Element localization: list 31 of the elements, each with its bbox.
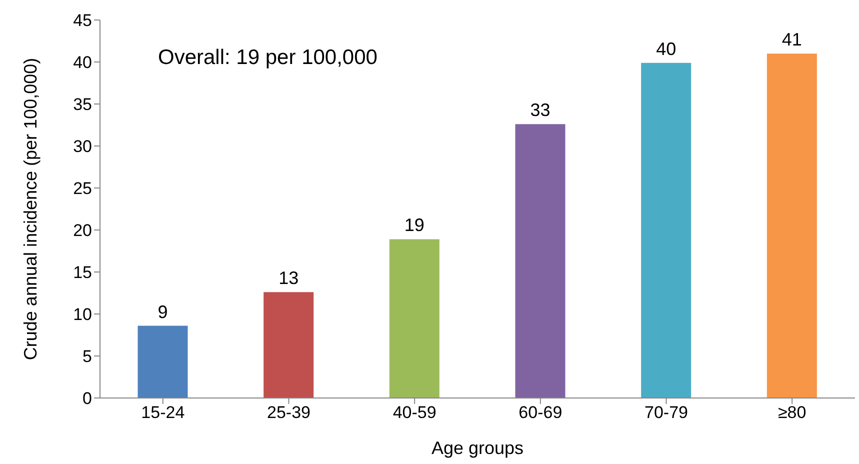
x-tick-label: 60-69: [518, 403, 562, 422]
data-label: 33: [530, 100, 550, 120]
y-tick-label: 40: [73, 53, 92, 72]
x-axis-title: Age groups: [431, 438, 524, 458]
data-label: 40: [656, 38, 676, 59]
x-tick-label: ≥80: [778, 403, 806, 422]
data-label: 9: [158, 302, 168, 322]
bar: [264, 292, 314, 398]
bar: [641, 62, 692, 398]
bar: [138, 326, 188, 398]
y-tick-label: 5: [82, 347, 92, 366]
bar: [515, 124, 566, 398]
y-tick-label: 20: [73, 221, 92, 240]
x-tick-label: 15-24: [141, 403, 185, 422]
y-tick-label: 0: [82, 389, 92, 408]
y-tick-label: 45: [73, 11, 92, 30]
y-tick-label: 10: [73, 305, 92, 324]
bar: [766, 54, 817, 398]
y-tick-label: 30: [73, 137, 92, 156]
y-tick-label: 35: [73, 95, 92, 114]
x-tick-label: 40-59: [392, 403, 436, 422]
y-axis-title: Crude annual incidence (per 100,000): [20, 58, 40, 360]
data-label: 41: [782, 30, 802, 50]
x-tick-label: 70-79: [644, 403, 688, 422]
data-label: 13: [278, 268, 299, 288]
y-tick-label: 15: [73, 263, 92, 282]
data-label: 19: [404, 215, 424, 236]
bar: [389, 239, 440, 398]
y-tick-label: 25: [73, 179, 92, 198]
annotation: Overall: 19 per 100,000: [158, 46, 378, 70]
x-tick-label: 25-39: [267, 403, 310, 422]
